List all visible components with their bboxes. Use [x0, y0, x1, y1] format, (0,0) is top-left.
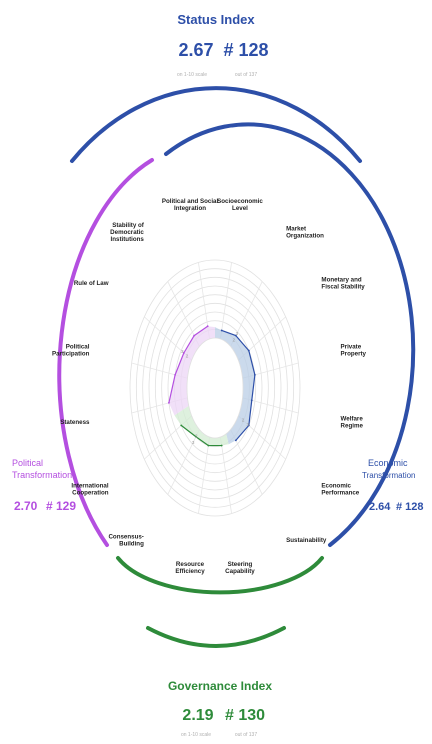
tick-label: 2 — [242, 418, 245, 423]
axis-label: Consensus-Building — [108, 533, 144, 547]
data-point — [206, 325, 209, 328]
data-point — [193, 334, 196, 337]
political-arc — [57, 158, 154, 547]
axis-label: Economic Performance — [321, 482, 359, 496]
tick-label: 3 — [246, 422, 249, 427]
data-point — [168, 401, 170, 404]
tick-label: 3 — [236, 331, 239, 336]
governance-arc-inner — [116, 556, 324, 595]
grid-spoke — [198, 436, 210, 514]
data-point — [182, 352, 185, 354]
governance-out-of: out of 137 — [235, 732, 257, 738]
data-point — [195, 435, 197, 438]
tick-label: 3 — [181, 349, 184, 354]
status-rank: # 128 — [223, 40, 268, 60]
axis-label: Political Participation — [52, 343, 90, 357]
grid-ring — [148, 285, 282, 491]
grid-ring — [135, 268, 295, 508]
tick-label: 2 — [232, 337, 235, 342]
tick-label: 2 — [186, 353, 189, 358]
data-point — [234, 439, 237, 442]
governance-scale-note: on 1-10 scale — [181, 732, 211, 738]
economic-title-1: Economic — [368, 458, 408, 468]
axis-label: Resource Efficiency — [175, 561, 205, 575]
data-point — [180, 424, 183, 427]
governance-line — [180, 424, 222, 447]
grid-ring — [129, 259, 301, 517]
economic-score: 2.64 — [369, 501, 391, 513]
grid-spoke — [167, 429, 200, 495]
data-point — [220, 329, 223, 332]
governance-arc-outer — [146, 626, 286, 648]
political-score: 2.70 — [14, 499, 38, 513]
axis-label: Rule of Law — [74, 280, 109, 287]
data-point — [207, 444, 210, 447]
tick-label: 3 — [192, 440, 195, 445]
axis-label: Monetary and Fiscal Stability — [321, 277, 365, 291]
axis-label: Stability of Democratic Institutions — [110, 222, 145, 243]
governance-rank: # 130 — [225, 707, 265, 724]
governance-score: 2.19 — [182, 707, 213, 724]
axis-label: Welfare Regime — [341, 416, 364, 430]
status-score: 2.67 — [178, 40, 213, 60]
data-point — [247, 424, 250, 427]
economic-rank: # 128 — [396, 501, 424, 513]
axis-label: Stateness — [60, 419, 90, 426]
political-title-1: Political — [12, 458, 43, 468]
axis-label: Sustainability — [286, 537, 327, 544]
political-title-2: Transformation — [12, 470, 72, 480]
grid-ring — [167, 311, 263, 465]
axis-label: Socioeconomic Level — [217, 198, 263, 212]
grid-spoke — [220, 436, 232, 514]
economic-title-2: Transformation — [362, 471, 416, 480]
axis-label: International Cooperation — [71, 482, 108, 496]
status-scale-note: on 1-10 scale — [177, 72, 207, 78]
grid-ring — [161, 302, 269, 474]
tick-label: 2 — [195, 434, 198, 439]
axis-label: Political and Social Integration — [162, 198, 219, 212]
grid-spoke — [220, 262, 232, 340]
grid-ring — [154, 294, 276, 482]
economic-arc — [164, 122, 416, 547]
data-point — [247, 349, 250, 352]
data-point — [234, 334, 237, 337]
axis-label: Market Organization — [286, 226, 324, 240]
political-rank: # 129 — [46, 499, 76, 513]
data-point — [174, 373, 177, 376]
status-out-of: out of 137 — [235, 72, 257, 78]
data-point — [250, 399, 253, 402]
inner-disc — [186, 337, 244, 439]
data-point — [253, 373, 256, 376]
status-title: Status Index — [177, 12, 255, 27]
status-arc — [70, 86, 362, 163]
governance-title: Governance Index — [168, 679, 272, 693]
grid-ring — [142, 276, 288, 500]
data-point — [220, 444, 223, 447]
axis-label: Private Property — [341, 343, 367, 357]
axis-label: Steering Capability — [225, 561, 255, 575]
